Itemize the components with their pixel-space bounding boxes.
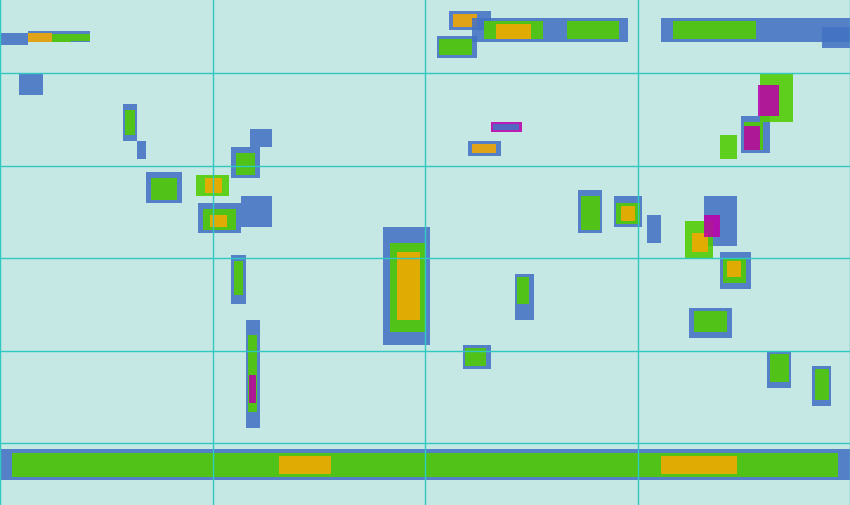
- Bar: [722, 259, 746, 283]
- Bar: [822, 28, 850, 49]
- Bar: [515, 274, 534, 320]
- Bar: [231, 256, 246, 305]
- Bar: [28, 34, 52, 43]
- Bar: [496, 25, 531, 40]
- Bar: [453, 15, 477, 28]
- Bar: [279, 456, 331, 474]
- Bar: [744, 123, 762, 151]
- Bar: [704, 216, 720, 237]
- Bar: [494, 125, 519, 131]
- Bar: [246, 320, 260, 428]
- Bar: [689, 308, 732, 339]
- Bar: [473, 145, 496, 154]
- Bar: [673, 22, 756, 40]
- Bar: [621, 207, 635, 222]
- Bar: [770, 19, 850, 43]
- Bar: [692, 234, 708, 252]
- Bar: [579, 191, 602, 234]
- Bar: [768, 351, 791, 388]
- Bar: [517, 277, 529, 305]
- Bar: [813, 367, 831, 407]
- Bar: [71, 35, 90, 41]
- Bar: [694, 311, 728, 333]
- Bar: [0, 449, 850, 480]
- Bar: [558, 19, 628, 43]
- Bar: [491, 123, 522, 132]
- Bar: [728, 262, 741, 277]
- Bar: [250, 129, 271, 148]
- Bar: [248, 336, 258, 413]
- Bar: [203, 210, 236, 231]
- Bar: [389, 243, 425, 333]
- Bar: [241, 197, 271, 228]
- Bar: [236, 154, 255, 176]
- Bar: [19, 74, 42, 95]
- Bar: [685, 222, 713, 259]
- Bar: [146, 172, 182, 203]
- Bar: [704, 197, 737, 246]
- Bar: [744, 126, 760, 151]
- Bar: [0, 34, 28, 46]
- Bar: [12, 452, 838, 477]
- Bar: [616, 203, 640, 225]
- Bar: [814, 370, 829, 400]
- Bar: [231, 148, 260, 179]
- Bar: [720, 135, 737, 160]
- Bar: [661, 456, 737, 474]
- Bar: [52, 35, 71, 43]
- Bar: [473, 19, 558, 43]
- Bar: [465, 348, 486, 367]
- Bar: [449, 12, 491, 31]
- Bar: [581, 197, 600, 231]
- Bar: [462, 345, 491, 370]
- Bar: [741, 117, 770, 154]
- Bar: [210, 216, 227, 228]
- Bar: [770, 354, 789, 382]
- Bar: [151, 179, 177, 200]
- Bar: [567, 22, 619, 40]
- Bar: [125, 111, 134, 135]
- Bar: [614, 197, 643, 228]
- Bar: [206, 179, 222, 194]
- Bar: [122, 105, 137, 141]
- Bar: [760, 74, 793, 123]
- Bar: [382, 228, 430, 345]
- Bar: [397, 252, 420, 320]
- Bar: [249, 376, 256, 403]
- Bar: [661, 19, 770, 43]
- Bar: [758, 86, 779, 117]
- Bar: [647, 216, 661, 243]
- Bar: [437, 37, 477, 59]
- Bar: [234, 262, 243, 295]
- Bar: [484, 22, 543, 40]
- Bar: [468, 141, 501, 157]
- Bar: [720, 252, 751, 289]
- Bar: [28, 32, 90, 43]
- Bar: [439, 40, 473, 56]
- Bar: [198, 203, 241, 234]
- Bar: [196, 176, 229, 197]
- Bar: [137, 141, 146, 160]
